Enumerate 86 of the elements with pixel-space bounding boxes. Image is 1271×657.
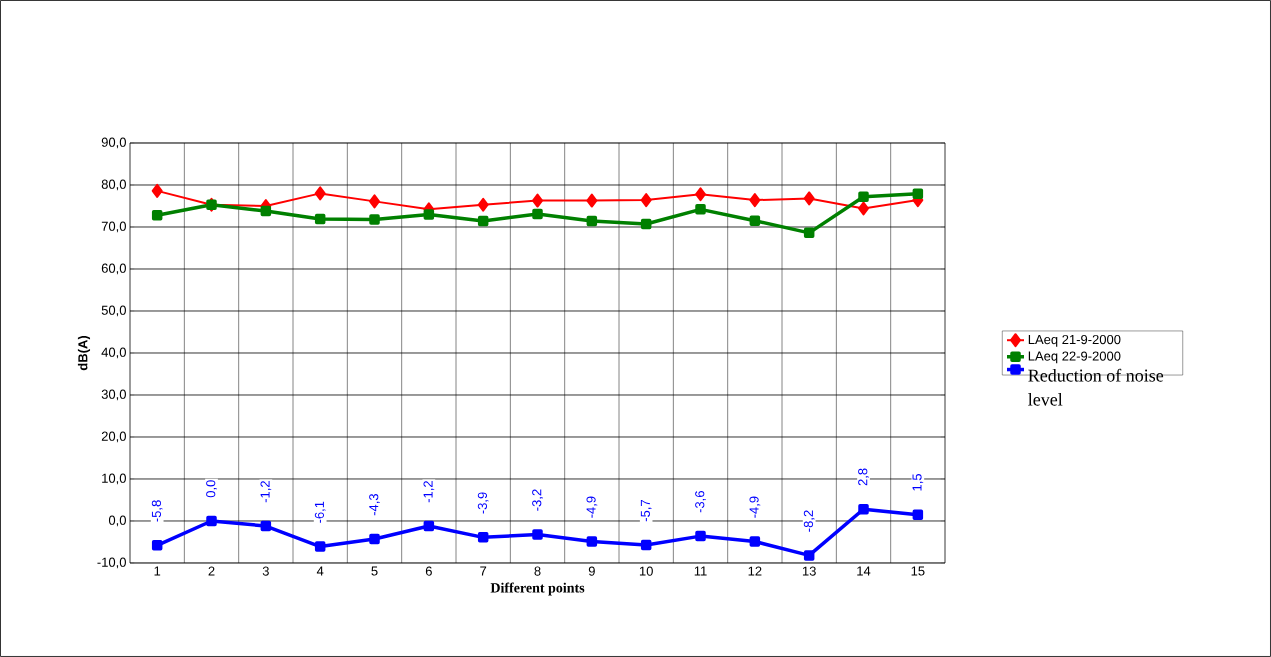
point [858,191,869,202]
point [640,218,652,230]
data-label: -1,2 [260,481,272,503]
y-tick-label: 30,0 [101,389,126,401]
x-axis-title: Different points [490,582,585,596]
data-label: -4,3 [369,494,380,516]
point [586,215,598,227]
point [532,193,544,208]
point [477,197,489,212]
point [749,536,761,547]
y-tick-label: -10,0 [97,557,126,569]
point [423,209,435,220]
point [532,208,543,220]
point [803,227,815,239]
data-label: -3,6 [695,491,706,513]
x-tick-label: 2 [208,566,215,576]
x-tick-label: 15 [911,566,925,576]
data-label: -6,1 [314,501,326,523]
point [151,183,163,198]
point [314,186,326,201]
y-axis-title: dB(A) [77,335,91,371]
point [532,529,543,540]
data-label: -1,2 [423,481,435,503]
point [369,194,381,209]
x-tick-label: 11 [694,566,707,576]
x-tick-label: 7 [480,566,487,576]
y-tick-label: 20,0 [101,431,126,443]
point [695,187,707,202]
x-tick-label: 8 [534,566,541,576]
x-tick-label: 5 [371,566,378,576]
point [369,214,380,225]
x-tick-label: 6 [425,566,432,576]
y-tick-label: 90,0 [101,137,126,149]
data-label: -8,2 [803,510,815,532]
point [151,540,163,551]
point [749,215,761,226]
x-tick-label: 13 [802,566,816,576]
data-label: 0,0 [206,480,217,498]
point [640,539,652,551]
point [260,205,272,217]
x-tick-label: 1 [154,566,161,576]
point [314,541,326,552]
x-tick-label: 3 [262,566,269,576]
data-label: -3,9 [477,492,489,514]
point [477,215,489,227]
x-tick-label: 4 [316,566,324,576]
point [858,503,869,515]
point [477,532,489,543]
y-tick-label: 60,0 [101,263,126,275]
point [912,188,924,200]
y-tick-label: 50,0 [101,305,126,317]
point [912,509,924,520]
point [640,193,652,208]
y-tick-label: 10,0 [102,473,126,485]
data-label: -5,7 [640,499,652,522]
x-tick-label: 12 [748,566,762,576]
point [586,536,598,547]
point [586,193,598,208]
y-tick-label: 0,0 [108,515,126,527]
data-label: 2,8 [858,468,869,486]
point [803,191,815,206]
point [369,533,380,545]
data-label: -3,2 [532,489,543,511]
point [695,530,706,542]
x-tick-label: 10 [639,566,653,576]
data-label: -5,8 [151,500,163,522]
x-tick-label: 9 [588,566,595,576]
point [858,201,870,216]
data-label: 1,5 [912,473,924,491]
point [206,515,217,527]
y-tick-label: 70,0 [101,221,126,233]
point [151,209,163,221]
point [695,204,706,215]
point [260,520,272,532]
point [803,550,815,561]
y-tick-label: 80,0 [101,179,126,191]
data-label: -4,9 [586,496,598,518]
data-label: -4,9 [749,496,761,518]
x-tick-label: 14 [857,566,871,576]
point [423,520,435,532]
legend-label: Reduction of noise level [1028,368,1164,406]
legend-label: LAeq 22-9-2000 [1028,351,1121,364]
point [749,193,761,208]
legend-label: LAeq 21-9-2000 [1028,334,1121,347]
point [314,213,326,225]
y-tick-label: 40,0 [101,347,126,359]
